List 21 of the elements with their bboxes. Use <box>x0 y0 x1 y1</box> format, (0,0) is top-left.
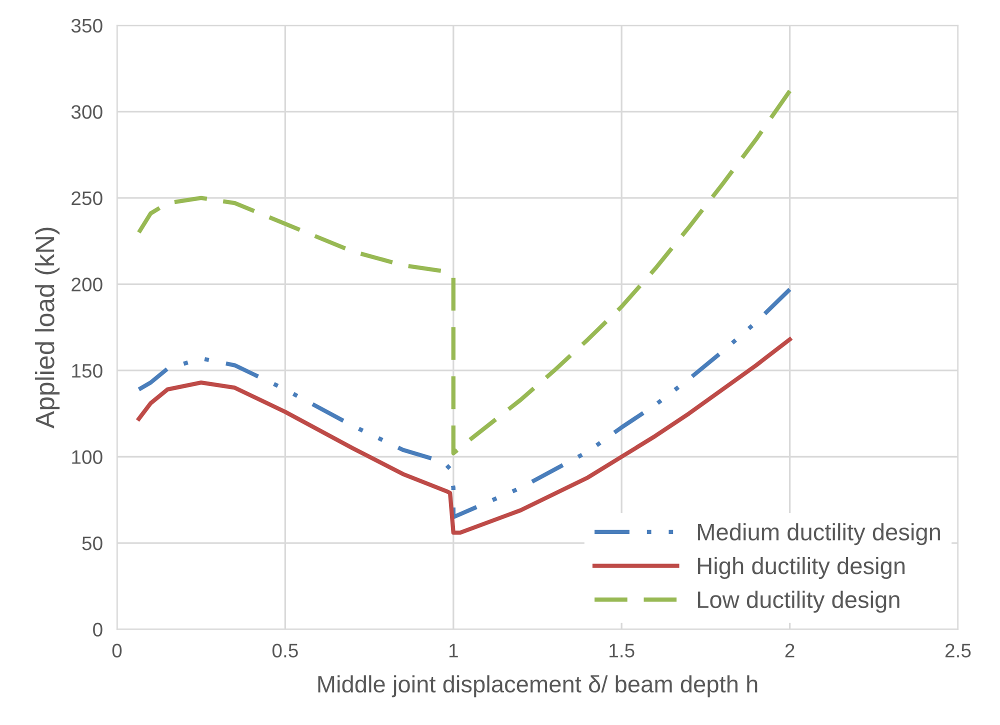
y-tick-label: 350 <box>71 18 102 33</box>
x-axis-title: Middle joint displacement δ/ beam depth h <box>318 675 758 698</box>
x-tick-label: 1.5 <box>610 644 634 658</box>
x-tick-label: 2 <box>785 644 794 658</box>
line-series <box>136 287 792 520</box>
y-tick-label: 150 <box>72 364 102 378</box>
x-tick-label: 1 <box>449 644 458 658</box>
x-tick-label: 2.5 <box>945 644 971 658</box>
y-tick-label: 100 <box>72 450 102 464</box>
x-tick-label: 0.5 <box>272 644 298 658</box>
x-tick-label: 0 <box>112 644 122 658</box>
legend-label: Low ductility design <box>698 590 900 613</box>
line-series <box>136 88 792 456</box>
y-tick-label: 250 <box>72 191 102 206</box>
legend-label: Medium ductility design <box>698 523 940 546</box>
y-tick-label: 300 <box>71 105 102 119</box>
y-tick-label: 200 <box>72 278 102 292</box>
y-axis-title: Applied load (kN) <box>34 228 60 428</box>
y-tick-label: 0 <box>93 622 102 637</box>
y-tick-label: 50 <box>82 536 102 550</box>
legend-label: High ductility design <box>698 556 905 579</box>
